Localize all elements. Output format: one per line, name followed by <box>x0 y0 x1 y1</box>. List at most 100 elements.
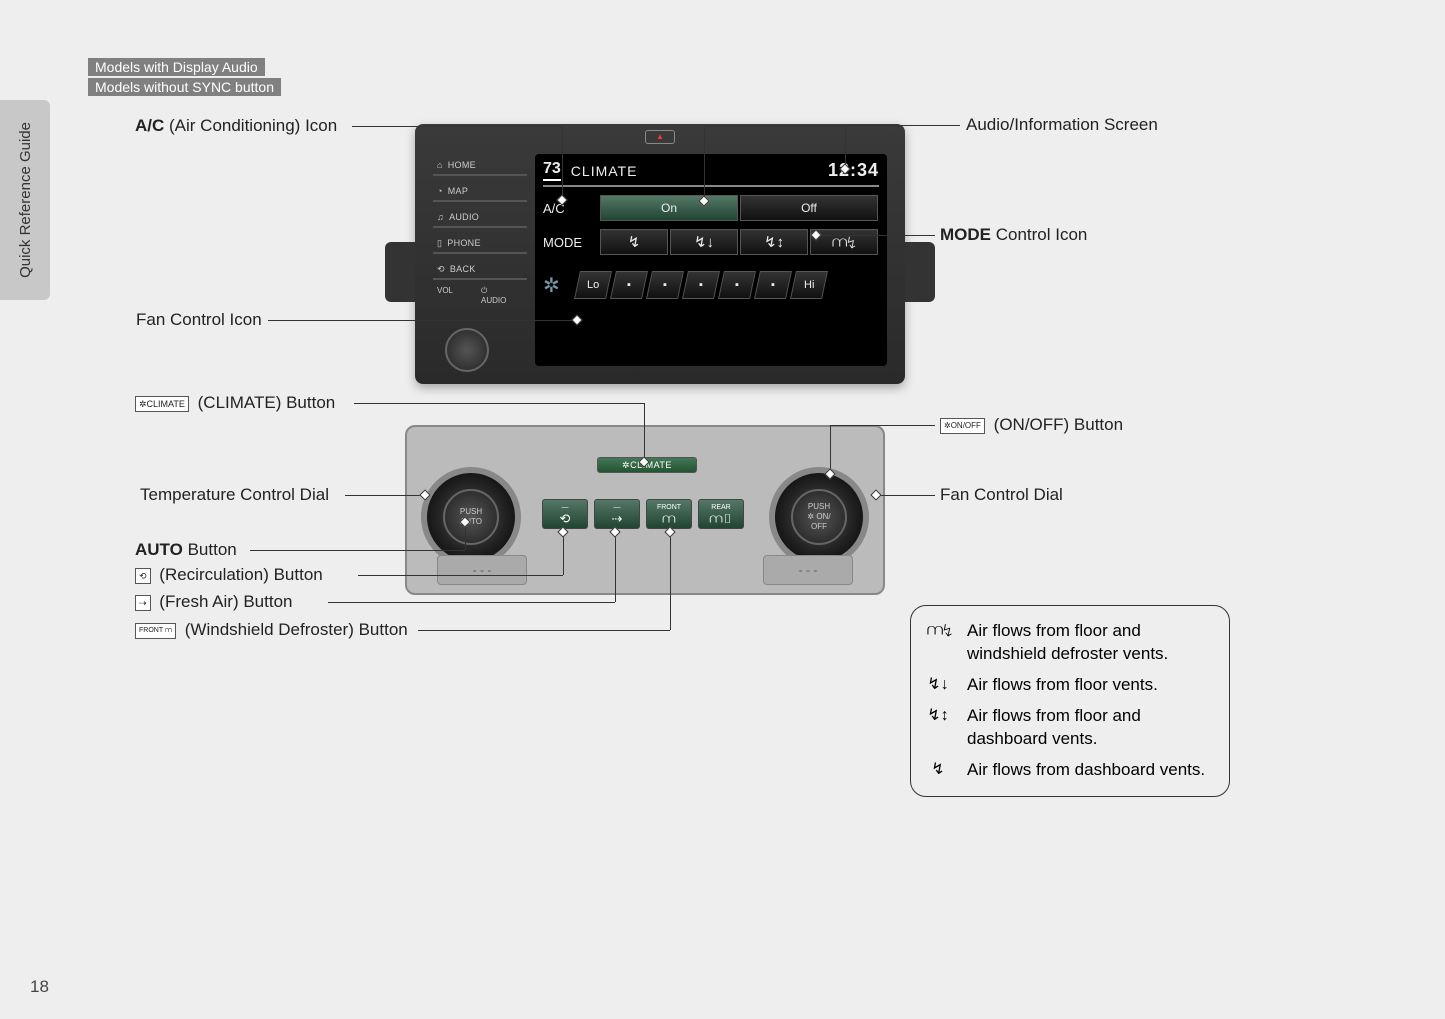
mode-cell-0: ↯ <box>600 229 668 255</box>
leader-fandial <box>880 495 935 496</box>
leader-temp <box>345 495 421 496</box>
recirc-icon-box: ⟲ <box>135 568 151 584</box>
leader-screen-top <box>704 126 845 127</box>
callout-climate-btn: ✲CLIMATE (CLIMATE) Button <box>135 393 335 413</box>
callout-recirc: ⟲ (Recirculation) Button <box>135 565 323 585</box>
soft-button-back: ⟲BACK <box>433 260 527 280</box>
badge-display-audio: Models with Display Audio <box>88 58 265 76</box>
fan-seg-1: ▪ <box>610 271 648 299</box>
climate-icon-box: ✲CLIMATE <box>135 396 189 412</box>
center-button-3: REAR⩋▯ <box>698 499 744 529</box>
center-button-1: —⇢ <box>594 499 640 529</box>
display-unit: ▲ ⌂HOME ◔MAP ♫AUDIO ▯PHONE ⟲BACK VOL⏻AUDIO 73… <box>415 124 905 384</box>
legend-icon-0: ⩋↯ <box>927 620 949 666</box>
leader-ac-v <box>562 126 563 196</box>
callout-defrost: FRONT ⩋ (Windshield Defroster) Button <box>135 620 408 640</box>
volume-knob <box>445 328 489 372</box>
center-button-row: —⟲—⇢FRONT⩋REAR⩋▯ <box>542 499 744 529</box>
fan-seg-2: ▪ <box>646 271 684 299</box>
onoff-icon-box: ✲ON/OFF <box>940 418 985 434</box>
legend-text-0: Air flows from floor and windshield defr… <box>967 620 1213 666</box>
fan-row: ✲ Lo ▪ ▪ ▪ ▪ ▪ Hi <box>543 271 879 299</box>
leader-defrost <box>418 630 670 631</box>
leader-fan <box>268 320 573 321</box>
fan-seg-3: ▪ <box>682 271 720 299</box>
lower-pad-right: - - - <box>763 555 853 585</box>
leader-onoff <box>830 425 935 426</box>
hazard-switch: ▲ <box>645 130 675 144</box>
callout-onoff: ✲ON/OFF (ON/OFF) Button <box>940 415 1123 435</box>
soft-button-map: ◔MAP <box>433 182 527 202</box>
vol-audio-row: VOL⏻AUDIO <box>433 286 527 305</box>
leader-screen-v <box>704 126 705 197</box>
callout-fandial: Fan Control Dial <box>940 485 1063 505</box>
leader-auto-v <box>465 525 466 550</box>
callout-ac: A/C (Air Conditioning) Icon <box>135 116 337 136</box>
mode-cell-1: ↯↓ <box>670 229 738 255</box>
legend-icon-3: ↯ <box>927 759 949 782</box>
fresh-icon-box: ⇢ <box>135 595 151 611</box>
ac-label: A/C <box>543 201 599 216</box>
legend-row-1: ↯↓ Air flows from floor vents. <box>927 674 1213 697</box>
soft-button-phone: ▯PHONE <box>433 234 527 254</box>
mode-row: MODE ↯ ↯↓ ↯↕ ⩋↯ <box>543 229 879 255</box>
screen-clock: 12:34 <box>828 160 879 181</box>
fan-seg-hi: Hi <box>790 271 828 299</box>
temperature-dial: PUSH AUTO <box>421 467 521 567</box>
mode-cell-2: ↯↕ <box>740 229 808 255</box>
soft-button-audio: ♫AUDIO <box>433 208 527 228</box>
callout-fan: Fan Control Icon <box>136 310 262 330</box>
screen-temp: 73 <box>543 160 561 181</box>
leader-recirc <box>358 575 563 576</box>
leader-auto <box>250 550 465 551</box>
climate-screen: 73 CLIMATE 12:34 A/C On Off MODE ↯ ↯↓ ↯↕… <box>535 154 887 366</box>
side-tab-text: Quick Reference Guide <box>17 122 34 278</box>
leader-fresh <box>328 602 615 603</box>
callout-audio-info: Audio/Information Screen <box>966 115 1158 135</box>
fan-dial: PUSH ✲ ON/ OFF <box>769 467 869 567</box>
page-number: 18 <box>30 977 49 997</box>
leader-ac <box>352 126 562 127</box>
legend-icon-2: ↯↕ <box>927 705 949 751</box>
legend-icon-1: ↯↓ <box>927 674 949 697</box>
ac-on-cell: On <box>600 195 738 221</box>
legend-text-2: Air flows from floor and dashboard vents… <box>967 705 1213 751</box>
fan-seg-4: ▪ <box>718 271 756 299</box>
leader-climate <box>354 403 644 404</box>
legend-row-3: ↯ Air flows from dashboard vents. <box>927 759 1213 782</box>
airflow-legend-box: ⩋↯ Air flows from floor and windshield de… <box>910 605 1230 797</box>
fan-icon: ✲ <box>543 273 573 298</box>
badge-no-sync: Models without SYNC button <box>88 78 281 96</box>
lower-pad-left: - - - <box>437 555 527 585</box>
callout-mode: MODE Control Icon <box>940 225 1087 245</box>
screen-title: CLIMATE <box>571 163 638 179</box>
center-button-0: —⟲ <box>542 499 588 529</box>
defrost-icon-box: FRONT ⩋ <box>135 623 176 639</box>
leader-fresh-v <box>615 535 616 602</box>
ac-row: A/C On Off <box>543 195 879 221</box>
side-tab: Quick Reference Guide <box>0 100 50 300</box>
legend-text-3: Air flows from dashboard vents. <box>967 759 1205 782</box>
leader-defrost-v <box>670 535 671 630</box>
callout-temp-dial: Temperature Control Dial <box>140 485 329 505</box>
legend-text-1: Air flows from floor vents. <box>967 674 1158 697</box>
fan-seg-5: ▪ <box>754 271 792 299</box>
center-button-2: FRONT⩋ <box>646 499 692 529</box>
leader-recirc-v <box>563 535 564 575</box>
screen-header: 73 CLIMATE 12:34 <box>543 160 879 187</box>
callout-fresh: ⇢ (Fresh Air) Button <box>135 592 293 612</box>
leader-climate-v <box>644 403 645 458</box>
callout-auto: AUTO Button <box>135 540 237 560</box>
legend-row-0: ⩋↯ Air flows from floor and windshield de… <box>927 620 1213 666</box>
leader-mode <box>820 235 935 236</box>
mode-label: MODE <box>543 235 599 250</box>
fan-seg-lo: Lo <box>574 271 612 299</box>
physical-climate-panel: ✲CLIMATE PUSH AUTO PUSH ✲ ON/ OFF —⟲—⇢FR… <box>405 425 885 595</box>
legend-row-2: ↯↕ Air flows from floor and dashboard ven… <box>927 705 1213 751</box>
ac-off-cell: Off <box>740 195 878 221</box>
leader-audio-v <box>845 125 846 165</box>
soft-button-home: ⌂HOME <box>433 156 527 176</box>
leader-onoff-v <box>830 425 831 470</box>
soft-button-column: ⌂HOME ◔MAP ♫AUDIO ▯PHONE ⟲BACK VOL⏻AUDIO <box>433 156 527 305</box>
leader-audio <box>845 125 960 126</box>
